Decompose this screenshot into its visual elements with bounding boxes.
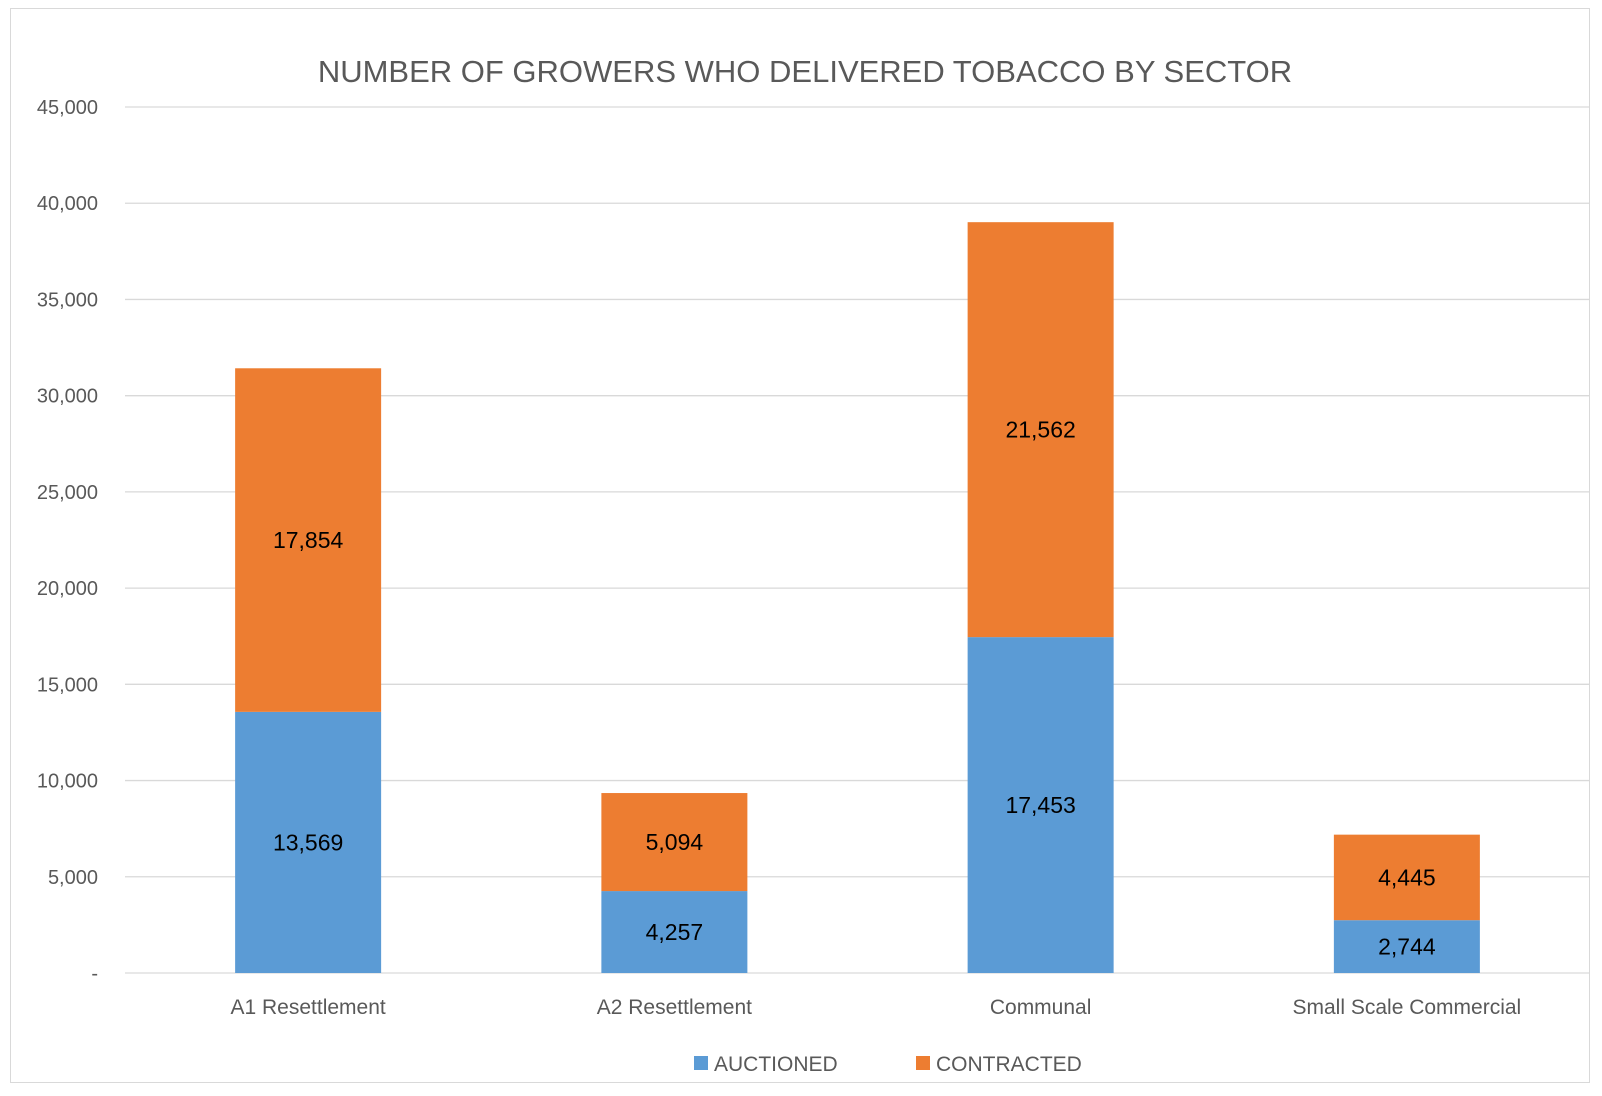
y-tick-label: 10,000 (37, 771, 98, 793)
x-tick-label: A2 Resettlement (597, 996, 752, 1019)
y-tick-label: 35,000 (37, 289, 98, 311)
y-tick-label: 40,000 (37, 193, 98, 215)
x-tick-label: A1 Resettlement (231, 996, 386, 1019)
data-label: 13,569 (273, 829, 343, 855)
y-axis-tick-labels: - 5,000 10,000 15,000 20,000 25,000 30,000 35,0… (37, 97, 98, 985)
chart-title: NUMBER OF GROWERS WHO DELIVERED TOBACCO … (318, 54, 1292, 89)
data-label: 17,453 (1005, 792, 1075, 818)
x-tick-label: Small Scale Commercial (1293, 996, 1522, 1019)
legend-label-auctioned: AUCTIONED (714, 1053, 838, 1076)
data-label: 21,562 (1005, 417, 1075, 443)
bar-contracted-3 (1333, 834, 1480, 921)
data-label: 17,854 (273, 527, 344, 553)
x-axis-tick-labels: A1 Resettlement A2 Resettlement Communal Sm… (231, 996, 1522, 1019)
bar-contracted-2 (967, 222, 1114, 638)
y-tick-label: 20,000 (37, 578, 98, 600)
bar-auctioned-2 (967, 637, 1114, 973)
legend-swatch-contracted (916, 1056, 930, 1070)
bar-auctioned-3 (1333, 920, 1480, 973)
bar-auctioned-1 (601, 891, 748, 973)
x-tick-label: Communal (990, 996, 1092, 1019)
y-tick-label: 25,000 (37, 482, 98, 504)
y-tick-label: - (91, 963, 98, 985)
data-label: 5,094 (646, 829, 704, 855)
data-label: 4,445 (1378, 864, 1436, 890)
data-label: 4,257 (646, 919, 704, 945)
bars (235, 222, 1480, 973)
y-tick-label: 5,000 (48, 867, 98, 889)
bar-contracted-0 (235, 368, 382, 712)
data-label: 2,744 (1378, 934, 1436, 960)
data-labels: 13,569 17,854 4,257 5,094 17,453 21,562 2,744 4… (273, 417, 1436, 960)
y-tick-label: 30,000 (37, 386, 98, 408)
bar-auctioned-0 (235, 711, 382, 973)
legend: AUCTIONED CONTRACTED (694, 1053, 1082, 1076)
bar-contracted-1 (601, 793, 748, 892)
y-tick-label: 15,000 (37, 674, 98, 696)
legend-label-contracted: CONTRACTED (936, 1053, 1082, 1076)
y-tick-label: 45,000 (37, 97, 98, 119)
legend-swatch-auctioned (694, 1056, 708, 1070)
